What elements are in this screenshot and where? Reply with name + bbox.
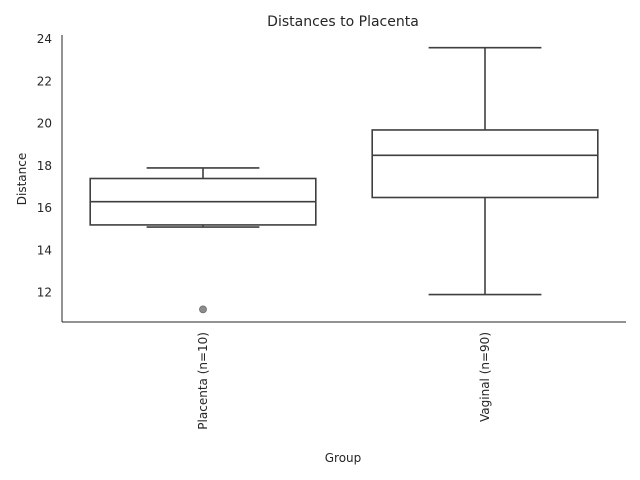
- y-tick-label: 12: [37, 285, 52, 299]
- x-axis-ticks: Placenta (n=10) Vaginal (n=90): [196, 332, 492, 430]
- x-tick-label: Vaginal (n=90): [478, 332, 492, 422]
- x-axis-label: Group: [325, 451, 362, 465]
- box-group: [89, 167, 317, 314]
- y-tick-label: 22: [37, 74, 52, 88]
- box-series: [89, 46, 599, 314]
- y-axis-label: Distance: [15, 153, 29, 205]
- y-axis-ticks: 12 14 16 18 20 22 24: [37, 32, 52, 299]
- y-tick-label: 18: [37, 159, 52, 173]
- iqr-box: [371, 129, 599, 199]
- x-tick-label: Placenta (n=10): [196, 332, 210, 430]
- outlier-point: [199, 305, 207, 314]
- y-tick-label: 24: [37, 32, 52, 46]
- box-group: [371, 46, 599, 296]
- y-tick-label: 14: [37, 243, 52, 257]
- y-tick-label: 16: [37, 201, 52, 215]
- y-tick-label: 20: [37, 117, 52, 131]
- chart-title: Distances to Placenta: [267, 14, 419, 30]
